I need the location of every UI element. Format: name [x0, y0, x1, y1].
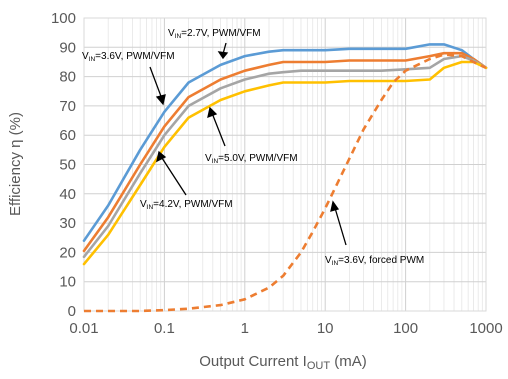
y-tick-label: 100 [51, 10, 76, 27]
y-tick-label: 70 [59, 98, 76, 115]
plot-frame [83, 17, 487, 312]
y-axis-title: Efficiency η (%) [7, 112, 24, 216]
y-tick-label: 90 [59, 39, 76, 56]
series-line-2 [82, 54, 488, 259]
series-line-1 [82, 51, 488, 253]
x-tick-label: 0.01 [69, 320, 98, 337]
y-tick-label: 0 [68, 303, 76, 320]
series-line-3 [82, 60, 488, 266]
y-tick-label: 50 [59, 157, 76, 174]
annotation-vin-4.2v: VIN=4.2V, PWM/VFM [140, 199, 233, 211]
arrow-vin-3.6v [149, 66, 166, 106]
arrow-vin-5.0v [207, 106, 226, 147]
x-tick-label: 0.1 [154, 320, 175, 337]
arrow-vin-4.2v [156, 150, 187, 196]
x-tick-label: 1 [241, 320, 249, 337]
annotation-vin-3.6v: VIN=3.6V, PWM/VFM [82, 51, 175, 63]
series-line-0 [82, 43, 488, 242]
y-tick-label: 10 [59, 274, 76, 291]
y-tick-label: 30 [59, 215, 76, 232]
x-tick-label: 1000 [469, 320, 502, 337]
y-tick-labels: 0 10 20 30 40 50 60 70 80 90 100 [51, 10, 76, 320]
annotation-vin-3.6v-forced: VIN=3.6V, forced PWM [325, 255, 424, 267]
y-tick-label: 60 [59, 127, 76, 144]
x-tick-label: 10 [317, 320, 334, 337]
x-axis-title: Output Current IOUT (mA) [199, 353, 366, 372]
annotation-arrows [149, 42, 347, 246]
series-line-4 [84, 53, 487, 313]
annotation-vin-2.7v: VIN=2.7V, PWM/VFM [168, 28, 261, 40]
y-tick-label: 40 [59, 186, 76, 203]
x-tick-label: 100 [393, 320, 418, 337]
arrow-vin-2.7v [217, 42, 229, 60]
series-lines [82, 43, 488, 313]
arrow-vin-3.6v-forced [330, 200, 347, 246]
y-tick-label: 20 [59, 244, 76, 261]
annotation-vin-5.0v: VIN=5.0V, PWM/VFM [205, 153, 298, 165]
x-tick-labels: 0.01 0.1 1 10 100 1000 [69, 320, 502, 337]
y-tick-label: 80 [59, 69, 76, 86]
